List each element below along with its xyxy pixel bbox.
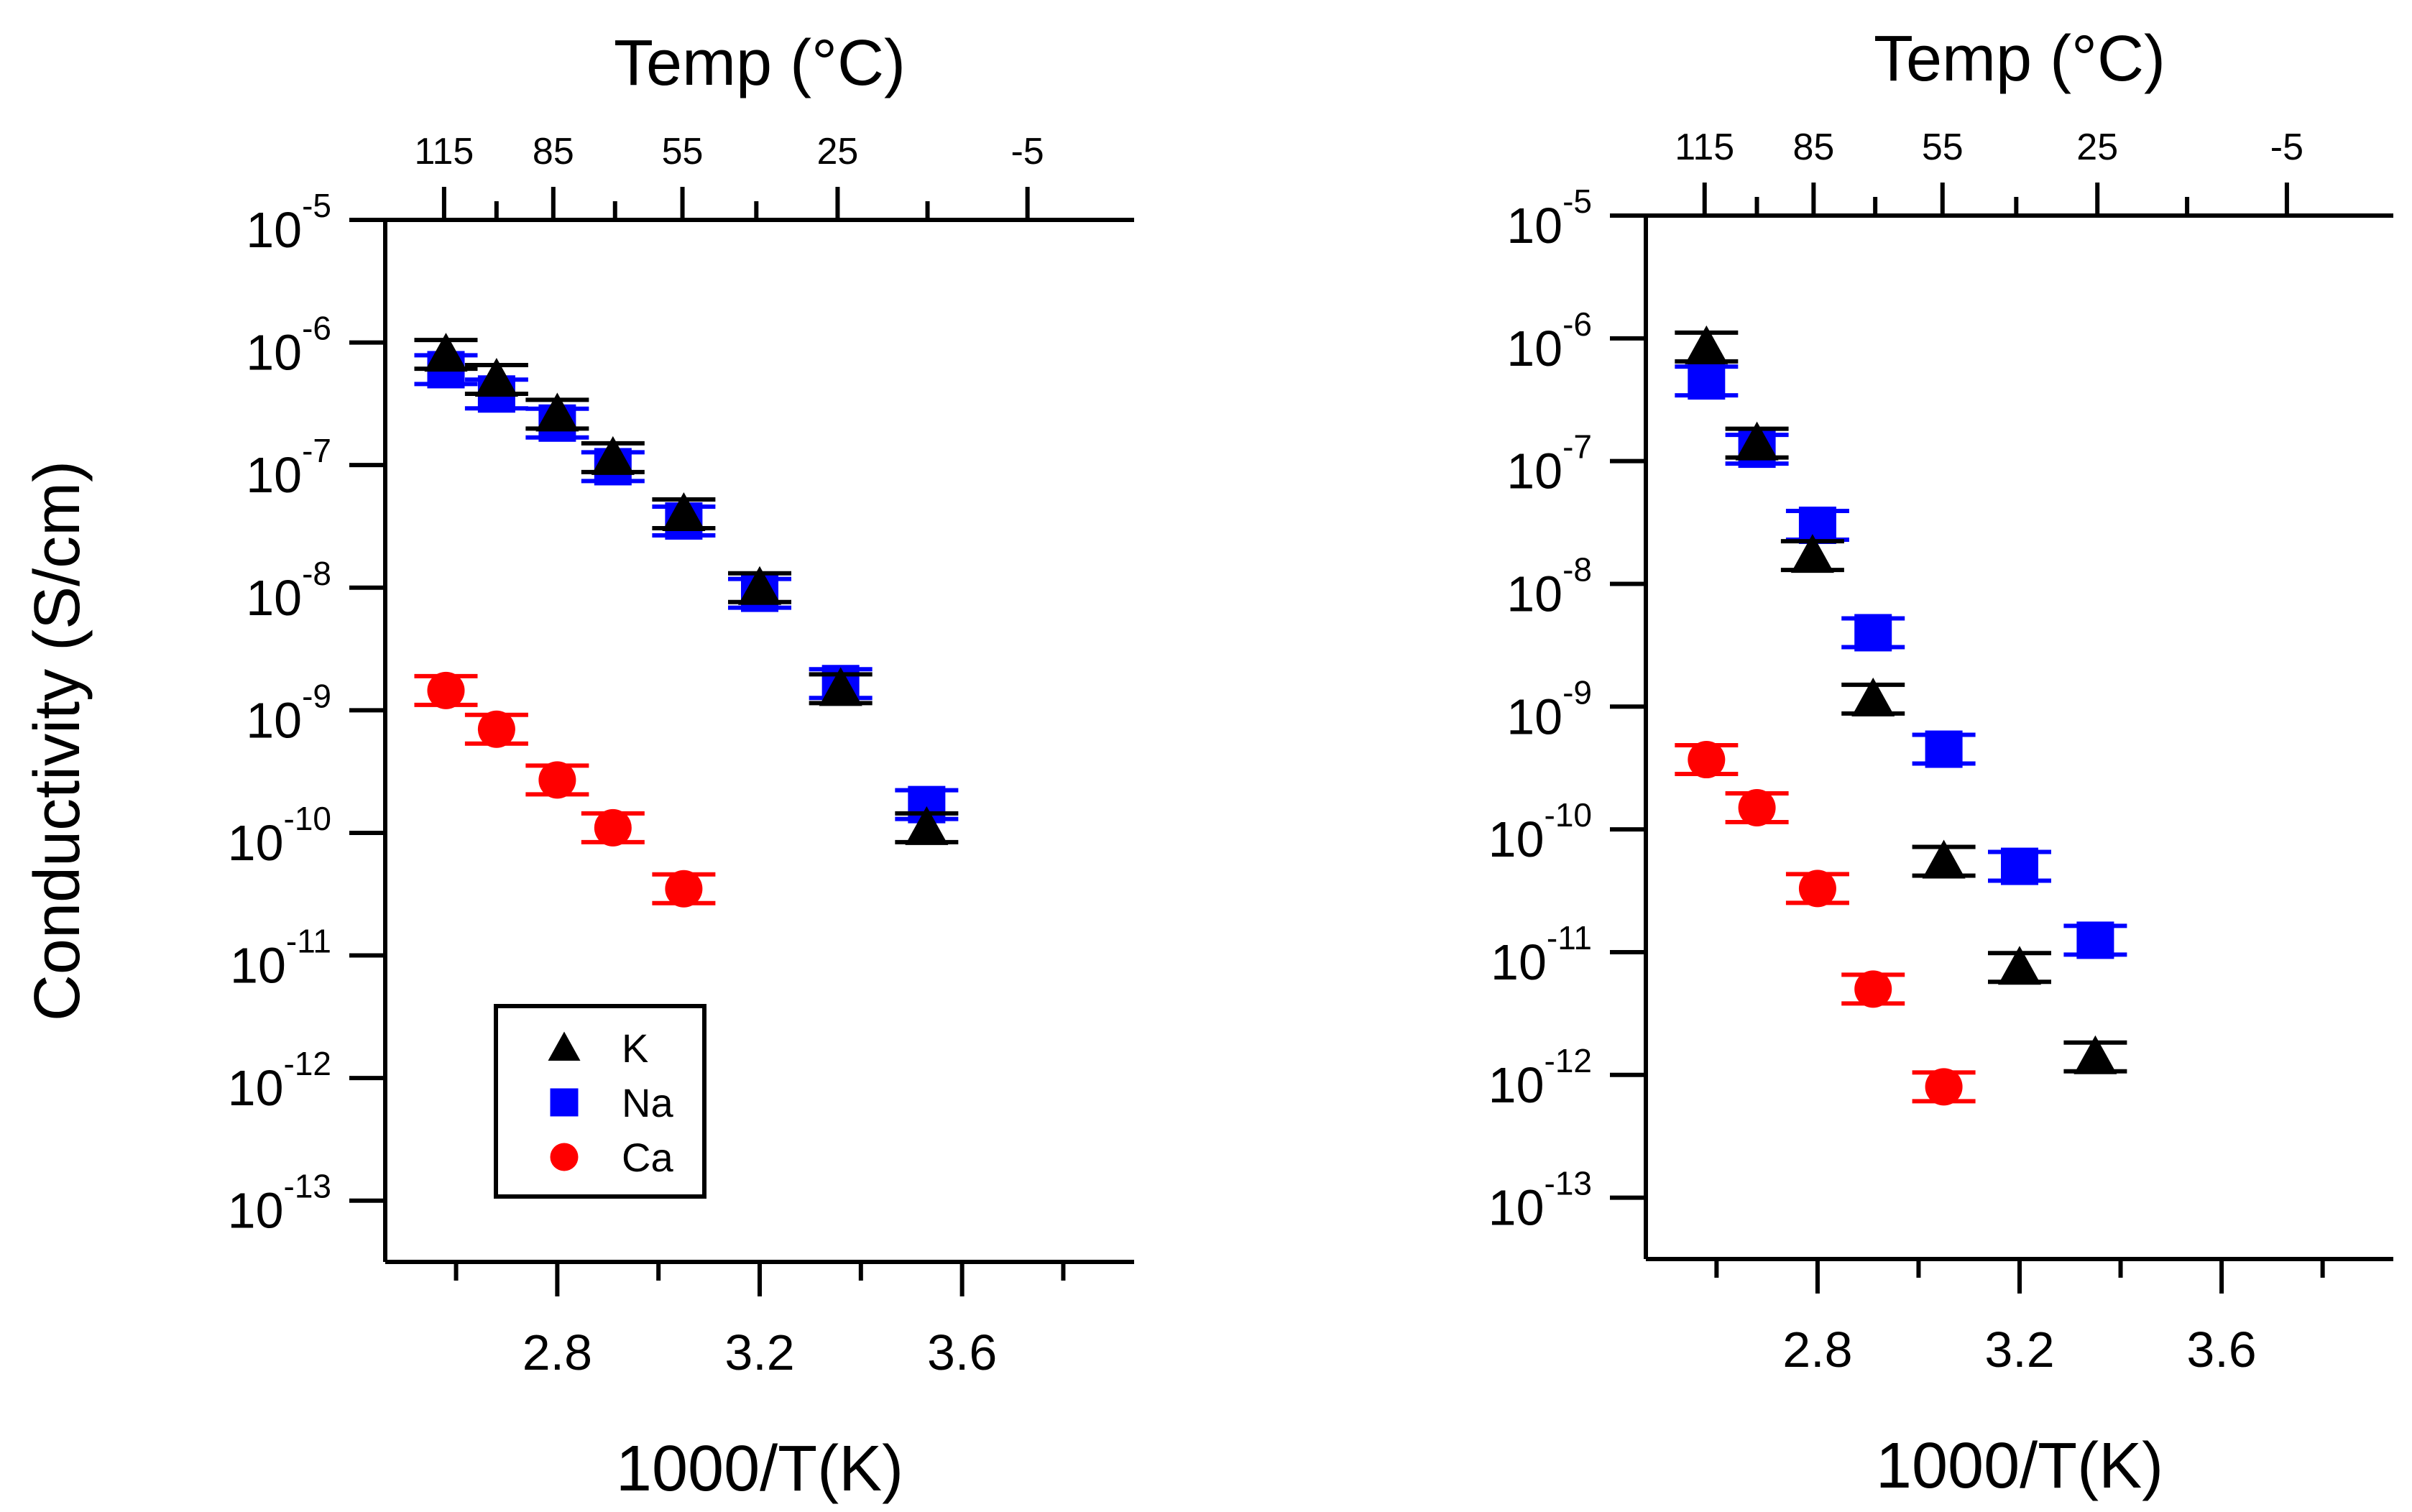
x-axis-title: 1000/T(K) (616, 1433, 903, 1505)
y-tick-label: 10-9 (1506, 673, 1592, 745)
x-tick-label: 2.8 (523, 1324, 592, 1380)
legend-label-ca: Ca (622, 1135, 673, 1180)
series-ca (1675, 741, 1976, 1106)
y-tick-label: 10-11 (1491, 919, 1592, 990)
series-k (1675, 325, 2127, 1074)
chart-panel-right: 10-5 10-6 10-7 10-8 10-9 10-10 10-11 10-12 10-13… (1488, 23, 2393, 1502)
data-point-ca (594, 808, 632, 847)
top-tick-label: 25 (2076, 126, 2118, 168)
legend-label-k: K (622, 1025, 648, 1071)
data-point-ca (477, 710, 515, 748)
legend-label-na: Na (622, 1080, 673, 1125)
top-axis-title: Temp (°C) (1874, 23, 2165, 95)
y-tick-label: 10-13 (1488, 1165, 1592, 1236)
data-point-k (1922, 839, 1966, 879)
legend-box (494, 1004, 706, 1199)
data-point-ca (1854, 970, 1892, 1008)
y-tick-label: 10-12 (1488, 1042, 1592, 1113)
data-point-ca (665, 870, 703, 908)
y-tick-label: 10-11 (230, 923, 331, 994)
y-tick-label: 10-8 (246, 555, 331, 626)
data-point-ca (427, 671, 465, 709)
data-point-k (474, 357, 518, 397)
data-point-k (662, 492, 706, 532)
y-tick-label: 10-9 (246, 677, 331, 748)
y-tick-label: 10-10 (1488, 796, 1592, 867)
y-tick-label: 10-10 (228, 800, 331, 871)
series-na (1675, 362, 2127, 959)
y-tick-label: 10-6 (1506, 305, 1592, 377)
data-point-k (905, 806, 949, 845)
y-tick-label: 10-7 (246, 432, 331, 503)
data-point-k (1790, 534, 1834, 573)
series-k (414, 333, 959, 845)
series-ca (414, 671, 716, 908)
y-tick-label: 10-8 (1506, 550, 1592, 622)
data-point-k (1998, 946, 2041, 985)
y-axis-title: Conductivity (S/cm) (22, 461, 93, 1021)
x-tick-label: 3.2 (724, 1324, 794, 1380)
x-tick-label: 3.6 (927, 1324, 997, 1380)
data-point-k (1735, 421, 1779, 461)
data-point-k (535, 392, 579, 432)
data-point-na (2001, 847, 2038, 885)
data-point-k (1685, 325, 1729, 364)
series-na (414, 351, 959, 824)
data-point-na (1854, 614, 1892, 652)
legend-marker-group (548, 1031, 581, 1061)
data-point-k (738, 566, 781, 605)
top-tick-label: 25 (817, 131, 859, 172)
data-point-k (2073, 1035, 2117, 1074)
legend-marker-k (548, 1031, 581, 1061)
data-point-k (424, 333, 468, 372)
legend: K Na Ca (494, 1004, 706, 1199)
data-point-ca (538, 761, 576, 799)
data-point-k (591, 435, 635, 475)
y-tick-label: 10-5 (1506, 183, 1592, 254)
top-tick-label: -5 (2270, 126, 2303, 168)
y-tick-label: 10-13 (228, 1168, 331, 1239)
top-axis-title: Temp (°C) (614, 27, 906, 99)
y-tick-label: 10-6 (246, 310, 331, 381)
y-tick-label: 10-12 (228, 1045, 331, 1116)
data-point-ca (1688, 741, 1726, 779)
data-point-ca (1738, 789, 1776, 827)
y-tick-label: 10-7 (1506, 428, 1592, 499)
x-tick-label: 3.2 (1984, 1322, 2054, 1378)
x-tick-label: 3.6 (2186, 1322, 2256, 1378)
data-point-ca (1798, 870, 1836, 908)
data-point-na (1688, 362, 1726, 400)
legend-marker-ca (550, 1143, 579, 1171)
data-point-k (1851, 677, 1895, 716)
legend-marker-na (550, 1088, 579, 1117)
top-tick-label: 55 (1922, 126, 1964, 168)
chart-panel-left: 10-5 10-6 10-7 10-8 10-9 10-10 10-11 10-12 10-13… (22, 27, 1134, 1505)
data-point-ca (1925, 1068, 1963, 1106)
top-tick-label: 85 (533, 131, 574, 172)
top-tick-label: 55 (662, 131, 704, 172)
data-point-na (1925, 730, 1963, 768)
top-tick-label: -5 (1011, 131, 1044, 172)
x-tick-label: 2.8 (1782, 1322, 1852, 1378)
x-axis-title: 1000/T(K) (1876, 1430, 2163, 1502)
top-tick-label: 85 (1792, 126, 1834, 168)
y-tick-label: 10-5 (246, 187, 331, 258)
top-tick-label: 115 (1675, 126, 1734, 168)
legend-marker-group (550, 1143, 579, 1171)
data-point-k (819, 667, 862, 706)
top-tick-label: 115 (414, 131, 474, 172)
legend-marker-group (550, 1088, 579, 1117)
data-point-na (2076, 921, 2114, 959)
data-point-na (1798, 506, 1836, 544)
